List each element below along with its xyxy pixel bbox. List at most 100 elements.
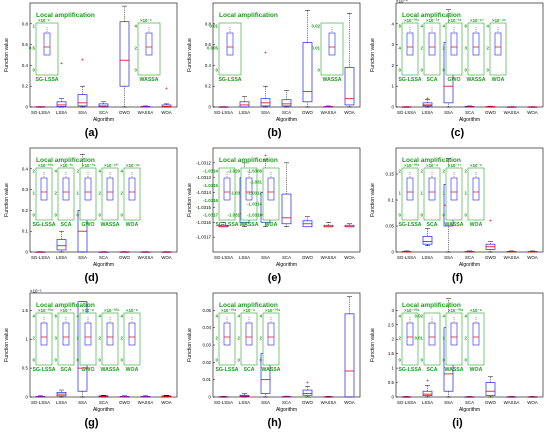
y-multiplier: ×10⁻⁵	[30, 289, 42, 294]
inset-label: WOA	[265, 222, 278, 228]
y-axis-label: Function value	[370, 38, 376, 72]
inset-frame	[262, 312, 280, 366]
y-tick-label: 3	[392, 308, 395, 313]
box-iqr	[302, 42, 313, 103]
x-tick-label: SCA	[465, 110, 474, 115]
inset-box	[428, 32, 436, 56]
y-tick-label: 0.4	[205, 63, 212, 68]
y-tick-label: 0	[26, 105, 29, 110]
inset-tick-label: 0.01	[414, 336, 423, 341]
inset-tick-label: 2	[399, 169, 402, 174]
y-tick-label: 0.4	[22, 63, 29, 68]
inset-tick-label: 1	[421, 191, 424, 196]
inset-label: GWO	[448, 77, 461, 83]
inset-tick-label: 4	[238, 314, 241, 319]
inset-label: SG-LSSA	[398, 367, 421, 373]
y-tick-label: 0	[209, 105, 212, 110]
inset-multiplier: ×10⁻⁴	[426, 163, 438, 168]
inset-label: WOA	[126, 367, 139, 373]
y-axis-label: Function value	[4, 183, 10, 217]
x-tick-label: GWO	[119, 110, 131, 115]
inset-tick-label: 1	[465, 191, 468, 196]
chart-panel: 0 0.2 0.4 0.6 0.8 Function value SG-LSSA LSSA SS…	[0, 0, 183, 145]
box-iqr	[98, 103, 109, 108]
inset-box	[128, 177, 136, 201]
box-iqr	[56, 239, 67, 251]
inset-tick-label: 1	[33, 191, 36, 196]
inset-label: WASSA	[261, 367, 280, 373]
panel-label: (a)	[84, 127, 99, 139]
outlier-point: +	[306, 381, 309, 387]
box-plot	[506, 396, 517, 398]
inset-box	[267, 177, 275, 201]
x-tick-label: SSA	[261, 400, 270, 405]
inset-tick-label: 0	[421, 358, 424, 363]
inset-tick-label: -1.029	[228, 169, 241, 174]
y-tick-label: 2.5	[388, 322, 395, 327]
y-tick-label: 0.1	[22, 229, 29, 234]
inset-frame	[218, 312, 236, 366]
box-plot	[218, 396, 229, 398]
x-tick-label: LSSA	[56, 400, 67, 405]
y-tick-label: -1.0313	[196, 175, 211, 180]
inset-multiplier: ×10⁻⁸	[126, 308, 138, 313]
inset-frame	[467, 312, 485, 366]
y-tick-label: 0	[392, 250, 395, 255]
box-plot	[464, 105, 475, 108]
inset-tick-label: -1.0314	[203, 169, 218, 174]
inset-box	[267, 322, 275, 346]
x-tick-label: SCA	[282, 400, 291, 405]
y-tick-label: 0.15	[385, 172, 394, 177]
y-axis-label: Function value	[187, 183, 193, 217]
box-plot	[35, 395, 46, 398]
y-tick-label: 1.5	[388, 351, 395, 356]
y-tick-label: 0.5	[22, 366, 29, 371]
inset-frame	[401, 22, 419, 76]
inset-tick-label: 0	[318, 68, 321, 73]
inset-box	[406, 177, 414, 201]
y-tick-label: 1	[26, 337, 29, 342]
inset-tick-label: 2	[77, 169, 80, 174]
inset-tick-label: 4	[121, 169, 124, 174]
inset-frame	[101, 167, 119, 221]
y-axis-label: Function value	[4, 38, 10, 72]
inset-tick-label: 0	[465, 213, 468, 218]
inset-tick-label: 4	[216, 314, 219, 319]
y-tick-label: -1.0312	[196, 160, 211, 165]
x-tick-label: SSA	[78, 400, 87, 405]
box-plot	[527, 250, 538, 253]
inset-frame	[320, 22, 344, 76]
y-tick-label: 0.3	[22, 187, 29, 192]
x-axis-label: Algorithm	[276, 262, 297, 268]
inset-frame	[423, 167, 441, 221]
box-plot	[323, 105, 334, 108]
panel-label: (g)	[84, 417, 99, 429]
inset-frame	[35, 312, 53, 366]
y-tick-label: 4	[392, 21, 395, 26]
inset-box	[328, 32, 336, 56]
inset-tick-label: 1	[399, 191, 402, 196]
box-plot	[302, 216, 313, 228]
inset-multiplier: ×10⁻⁸	[82, 308, 94, 313]
inset-label: SG-LSSA	[32, 222, 55, 228]
x-tick-label: LSSA	[239, 255, 250, 260]
inset-tick-label: 2	[121, 336, 124, 341]
x-tick-label: SSA	[261, 255, 270, 260]
panel-label: (e)	[267, 272, 282, 284]
panel-label: (c)	[450, 127, 465, 139]
inset-tick-label: 0.02	[311, 24, 320, 29]
inset-box	[84, 177, 92, 201]
inset-label: WOA	[470, 367, 483, 373]
y-tick-label: -1.0314	[196, 190, 211, 195]
chart-svg: -1.0317-1.0316-1.0315-1.0314-1.0313-1.03…	[187, 147, 361, 268]
inset-multiplier: ×10⁻¹⁰⁸	[404, 163, 419, 168]
x-tick-label: SG-LSSA	[214, 400, 233, 405]
inset-tick-label: 4	[399, 46, 402, 51]
y-tick-label: 0	[209, 395, 212, 400]
y-multiplier: ×10⁻⁴	[396, 0, 408, 4]
x-tick-label: SCA	[282, 110, 291, 115]
